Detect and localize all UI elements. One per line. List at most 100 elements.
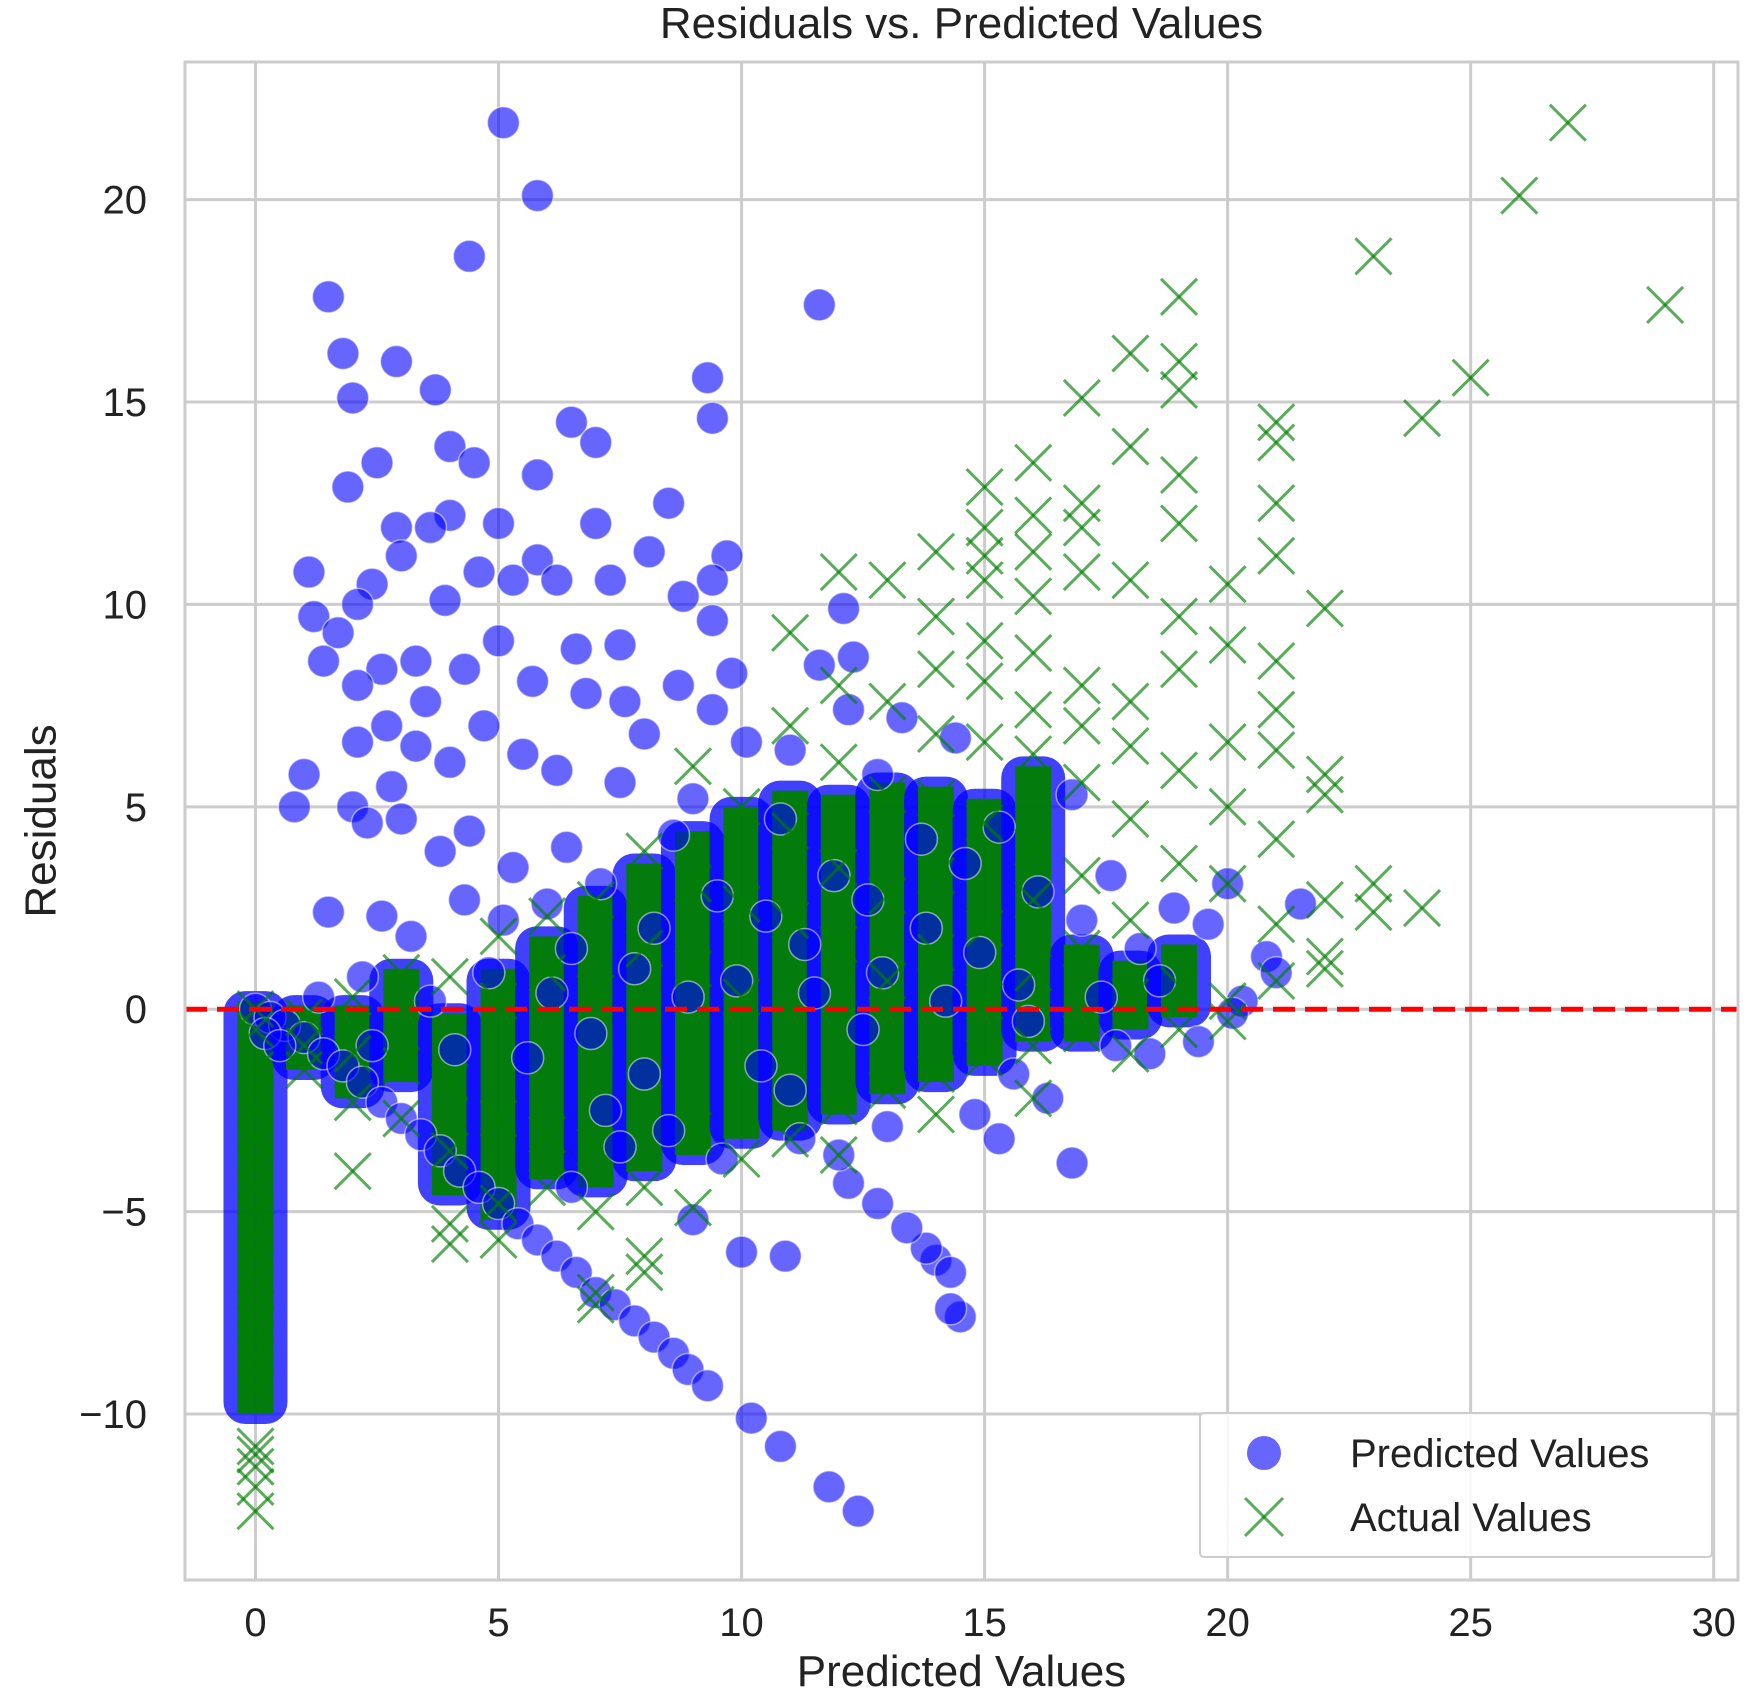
predicted-point [578,506,613,541]
x-stroke [236,1257,275,1296]
x-stroke [576,1127,615,1166]
x-stroke [916,597,956,636]
x-stroke [528,897,567,936]
actual-point [1062,552,1101,592]
x-stroke [1354,237,1393,276]
x-stroke [965,982,1004,1021]
x-stroke [479,1099,518,1138]
x-stroke [868,876,907,915]
predicted-point [350,806,385,840]
actual-point [1354,237,1393,276]
y-tick-labels: −10 −5 0 5 10 15 20 [79,179,147,1437]
predicted-point [860,757,895,792]
predicted-point [1157,891,1191,925]
predicted-point [671,980,705,1014]
actual-point [1062,763,1101,802]
predicted-point [603,765,637,800]
predicted-point [603,628,637,662]
x-stroke [1402,888,1442,928]
predicted-point [651,486,686,520]
predicted-point [627,717,662,751]
actual-point [1354,864,1393,903]
actual-point [1062,929,1101,968]
predicted-point [486,903,521,937]
x-stroke [236,1435,275,1474]
x-tick-label: 0 [244,1601,266,1645]
actual-point [236,1289,275,1328]
predicted-point [457,446,491,480]
y-tick-label: 15 [103,381,148,425]
x-stroke [1062,378,1101,418]
actual-point [673,864,713,903]
actual-point [1646,285,1685,324]
x-stroke [868,775,907,814]
predicted-point [535,976,569,1010]
x-stroke [722,1139,761,1179]
actual-point [1159,455,1199,494]
actual-point [236,1119,275,1158]
actual-point [1548,103,1587,142]
plot-frame [183,60,1740,1582]
predicted-point [1133,1037,1167,1071]
actual-values-series [236,103,1685,1531]
x-stroke [430,957,469,996]
actual-point [771,1119,810,1158]
predicted-point [520,458,555,492]
predicted-point [763,802,798,836]
actual-point [1159,1010,1199,1049]
x-stroke [819,743,858,782]
predicted-point [812,1470,846,1504]
x-stroke [1257,731,1296,770]
predicted-point [1055,777,1089,812]
actual-point [285,1050,324,1090]
actual-point [916,1054,956,1094]
actual-point [1402,888,1442,928]
actual-point [430,1063,469,1102]
x-stroke [236,1492,275,1531]
actual-point [236,1050,275,1090]
actual-point [916,714,956,754]
x-stroke [625,929,664,968]
x-stroke [430,1063,469,1102]
x-stroke [868,682,907,721]
actual-point [1257,690,1296,729]
predicted-point [467,709,501,743]
predicted-point [472,956,506,990]
actual-dense-band [820,794,857,1115]
legend: Predicted Values Actual Values [1199,1412,1713,1558]
x-stroke [965,909,1004,948]
predicted-point [321,616,355,650]
actual-point [430,1224,469,1264]
x-stroke [1159,1010,1199,1049]
x-stroke [1014,953,1053,992]
chart-title: Residuals vs. Predicted Values [660,0,1263,48]
predicted-point [287,757,321,792]
predicted-point [962,935,997,970]
x-stroke [528,953,567,992]
x-stroke [236,1427,275,1466]
x-stroke [1014,1079,1053,1118]
actual-dense-band [869,782,906,1095]
x-stroke [576,1273,615,1312]
x-stroke [1062,552,1101,592]
x-stroke [868,961,907,1000]
legend-label-predicted: Predicted Values [1350,1432,1649,1476]
actual-point [576,1273,615,1312]
actual-point [236,1492,275,1531]
actual-point [236,1366,275,1405]
x-stroke [236,1273,275,1312]
x-stroke [1208,864,1247,903]
legend-x-marker [1243,1496,1285,1538]
predicted-point [506,737,540,771]
actual-point [965,982,1004,1021]
actual-point [576,973,615,1013]
predicted-point [413,510,448,545]
actual-point [479,917,518,956]
predicted-point [948,846,982,881]
x-stroke [819,848,858,887]
predicted-point [802,288,837,322]
actual-point [965,467,1004,507]
x-stroke [1208,565,1247,604]
actual-point [916,532,956,571]
x-stroke [673,864,713,903]
